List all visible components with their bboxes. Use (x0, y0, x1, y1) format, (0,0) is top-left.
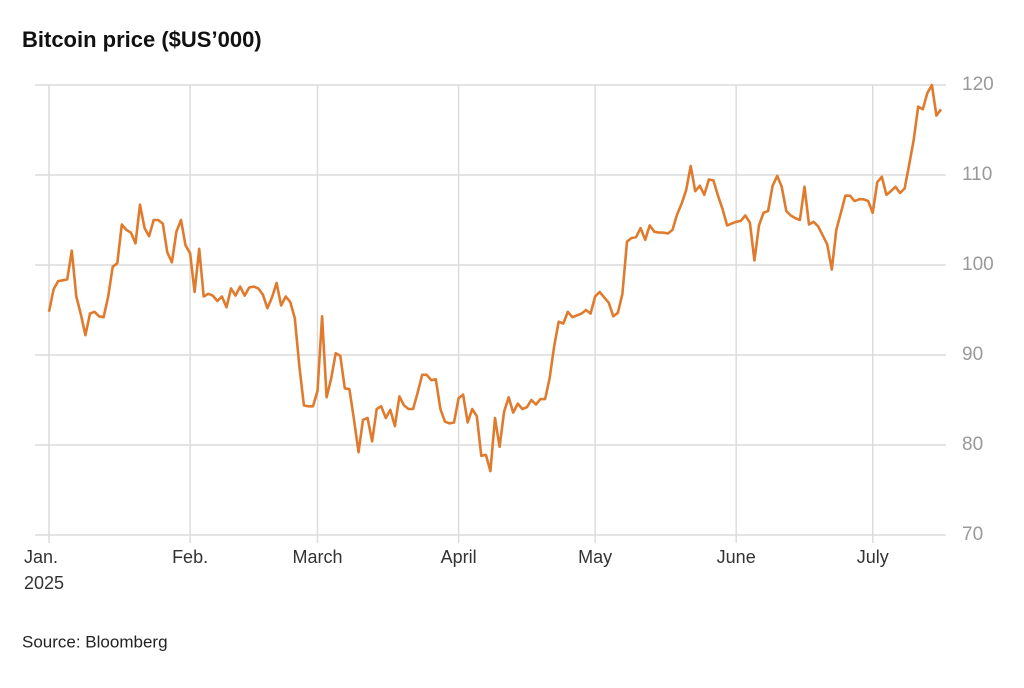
price-line (47, 83, 943, 473)
x-tick-label: June (717, 547, 756, 567)
x-tick-label: May (578, 547, 612, 567)
x-tick-label: Feb. (172, 547, 208, 567)
x-tick-label: Jan. (24, 547, 58, 567)
y-tick-label: 90 (962, 344, 983, 365)
year-label: 2025 (24, 573, 64, 593)
x-tick-label: July (857, 547, 889, 567)
x-tick-label: April (441, 547, 477, 567)
y-tick-label: 70 (962, 524, 983, 545)
y-tick-label: 120 (962, 74, 994, 95)
y-tick-label: 80 (962, 434, 983, 455)
source-note: Source: Bloomberg (22, 632, 168, 651)
chart-title: Bitcoin price ($US’000) (22, 27, 262, 52)
y-tick-label: 110 (962, 164, 992, 185)
x-tick-label: March (293, 547, 343, 567)
y-tick-label: 100 (962, 254, 994, 275)
